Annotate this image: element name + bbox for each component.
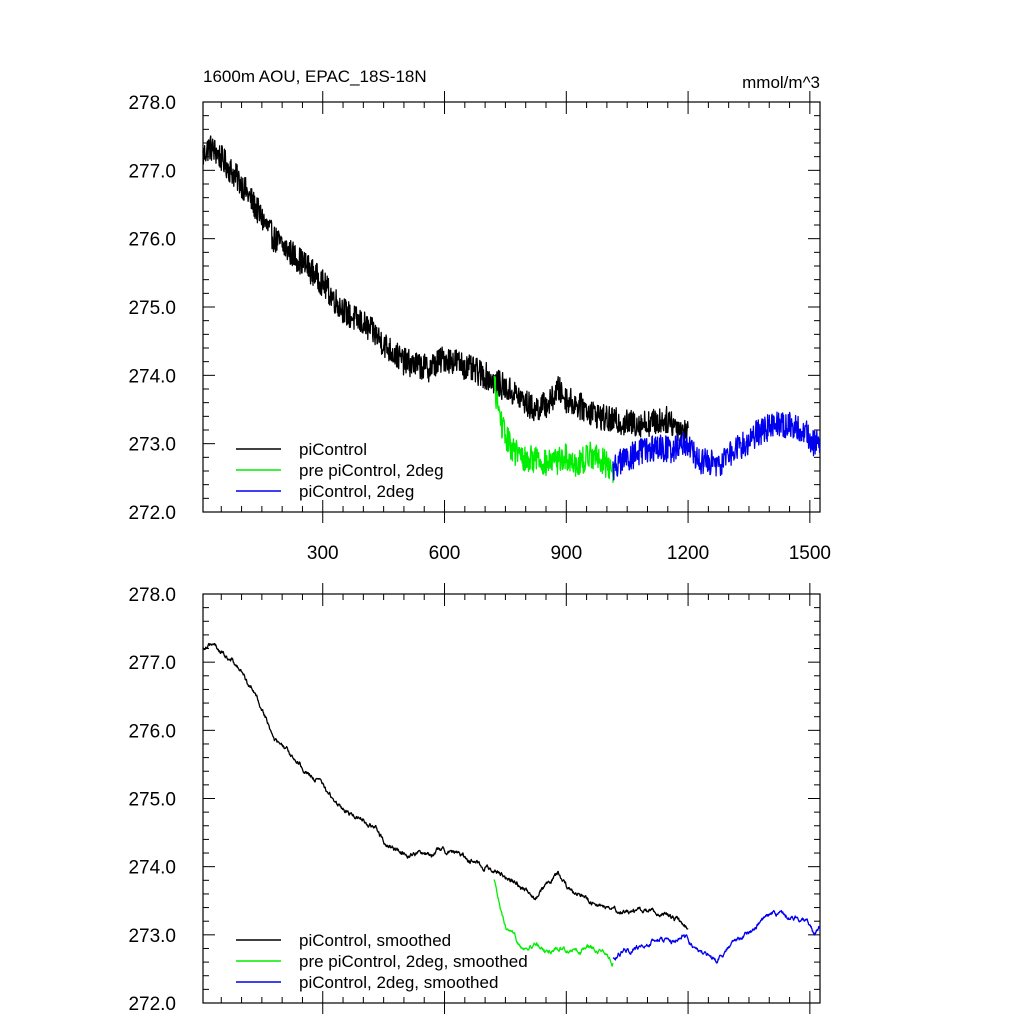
y-tick-label: 278.0 xyxy=(128,93,176,114)
y-tick-label: 274.0 xyxy=(128,858,176,879)
legend-label: piControl xyxy=(299,440,367,459)
series-line-1 xyxy=(493,879,614,967)
y-tick-label: 274.0 xyxy=(128,366,176,387)
series-line-2 xyxy=(612,909,821,964)
x-tick-label: 900 xyxy=(550,543,582,564)
y-tick-label: 276.0 xyxy=(128,230,176,251)
y-tick-label: 275.0 xyxy=(128,790,176,811)
y-tick-label: 276.0 xyxy=(128,721,176,742)
plot-frame xyxy=(202,593,821,1004)
chart-title: 1600m AOU, EPAC_18S-18N xyxy=(203,67,427,86)
x-tick-label: 300 xyxy=(307,543,339,564)
legend-label: piControl, smoothed xyxy=(299,931,451,950)
x-tick-label: 1500 xyxy=(789,543,831,564)
legend-label: pre piControl, 2deg, smoothed xyxy=(299,952,528,971)
y-tick-label: 277.0 xyxy=(128,161,176,182)
legend-label: piControl, 2deg xyxy=(299,482,414,501)
y-tick-label: 277.0 xyxy=(128,653,176,674)
legend-label: pre piControl, 2deg xyxy=(299,461,444,480)
y-tick-label: 273.0 xyxy=(128,926,176,947)
x-tick-label: 1200 xyxy=(667,543,709,564)
series-line-0 xyxy=(202,135,689,446)
series-line-1 xyxy=(493,375,614,483)
x-tick-label: 600 xyxy=(429,543,461,564)
series-line-0 xyxy=(202,642,689,930)
legend-label: piControl, 2deg, smoothed xyxy=(299,973,498,992)
series-line-2 xyxy=(612,411,821,481)
y-tick-label: 278.0 xyxy=(128,585,176,606)
units-label: mmol/m^3 xyxy=(742,73,820,92)
y-tick-label: 272.0 xyxy=(128,503,176,524)
bottom-panel: 272.0 273.0 274.0 275.0 276.0 277.0 278.0 piCon… xyxy=(128,583,821,1015)
y-tick-label: 272.0 xyxy=(128,994,176,1015)
y-tick-label: 273.0 xyxy=(128,435,176,456)
top-panel: 272.0 273.0 274.0 275.0 276.0 277.0 278.0 300 60… xyxy=(128,91,831,564)
y-tick-label: 275.0 xyxy=(128,298,176,319)
